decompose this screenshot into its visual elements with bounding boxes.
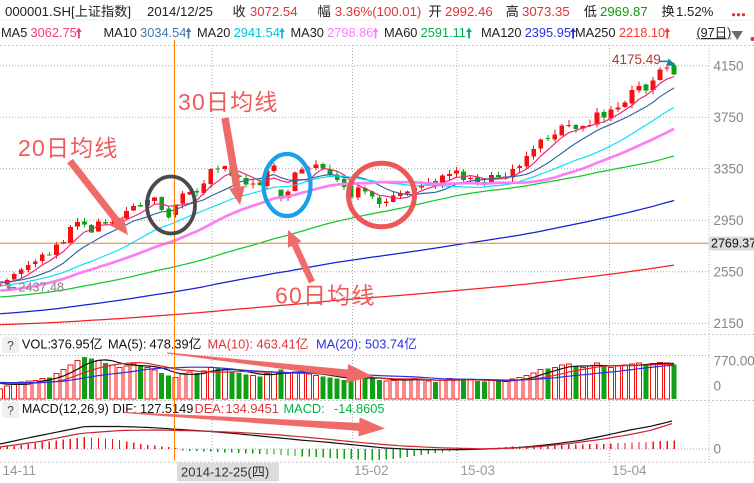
svg-text:MACD(12,26,9): MACD(12,26,9)	[22, 402, 109, 416]
svg-text:MACD:: MACD:	[284, 401, 325, 416]
svg-text:0: 0	[714, 379, 722, 394]
svg-text:MA(10):: MA(10):	[208, 337, 254, 352]
svg-text:MA(20):: MA(20):	[316, 337, 362, 352]
svg-text:30日均线: 30日均线	[178, 89, 279, 115]
svg-text:127.5149: 127.5149	[140, 401, 193, 416]
svg-text:0: 0	[714, 442, 722, 457]
svg-text:2769.37: 2769.37	[711, 237, 754, 251]
svg-text:3350: 3350	[714, 161, 744, 176]
svg-text:20日均线: 20日均线	[18, 135, 119, 161]
svg-text:2550: 2550	[714, 264, 744, 279]
svg-text:高: 高	[506, 3, 519, 19]
svg-text:2014-12-25(四): 2014-12-25(四)	[181, 465, 269, 480]
svg-text:MA5: MA5	[1, 25, 27, 40]
svg-text:低: 低	[584, 4, 597, 19]
svg-text:MA250: MA250	[575, 25, 616, 40]
svg-text:2941.54: 2941.54	[234, 25, 280, 40]
svg-text:2150: 2150	[714, 316, 744, 331]
svg-text:2395.95: 2395.95	[525, 25, 571, 40]
svg-text:VOL:: VOL:	[22, 337, 51, 352]
svg-text:MA60: MA60	[384, 25, 417, 40]
svg-text:MA120: MA120	[481, 25, 522, 40]
svg-text:MA10: MA10	[104, 25, 137, 40]
svg-text:3072.54: 3072.54	[250, 4, 298, 19]
svg-text:3073.35: 3073.35	[522, 4, 570, 19]
svg-text:3.36%(100.01): 3.36%(100.01)	[335, 4, 422, 19]
svg-text:换: 换	[662, 4, 675, 19]
svg-text:2218.10: 2218.10	[619, 25, 665, 40]
svg-text:3034.54: 3034.54	[140, 25, 186, 40]
svg-text:MA30: MA30	[291, 25, 324, 40]
svg-text:幅: 幅	[318, 4, 331, 19]
svg-text:2992.46: 2992.46	[445, 4, 493, 19]
svg-text:3750: 3750	[714, 110, 744, 125]
svg-text:?: ?	[7, 339, 14, 353]
svg-text:MA20: MA20	[197, 25, 230, 40]
svg-text:DEA:: DEA:	[195, 401, 225, 416]
svg-text:4150: 4150	[714, 58, 744, 73]
svg-text:2437.48: 2437.48	[19, 281, 65, 295]
svg-text:15-03: 15-03	[461, 463, 496, 478]
svg-text:2798.86: 2798.86	[327, 25, 373, 40]
svg-text:3062.75: 3062.75	[31, 25, 77, 40]
svg-text:-14.8605: -14.8605	[334, 401, 385, 416]
svg-text:开: 开	[429, 4, 442, 19]
svg-text:15-02: 15-02	[354, 463, 389, 478]
svg-text:MA(5):: MA(5):	[108, 337, 146, 352]
svg-text:收: 收	[233, 4, 246, 19]
svg-text:2950: 2950	[714, 213, 744, 228]
svg-text:?: ?	[7, 404, 14, 418]
svg-text:2591.11: 2591.11	[421, 25, 466, 40]
svg-text:478.39亿: 478.39亿	[150, 337, 202, 352]
svg-text:463.41亿: 463.41亿	[257, 337, 309, 352]
svg-text:2969.87: 2969.87	[600, 4, 648, 19]
svg-text:770.00亿: 770.00亿	[714, 354, 754, 369]
svg-text:(97日): (97日)	[697, 26, 732, 40]
svg-text:000001.SH[上证指数]: 000001.SH[上证指数]	[5, 4, 131, 19]
svg-text:60日均线: 60日均线	[275, 283, 376, 309]
svg-text:503.74亿: 503.74亿	[365, 337, 417, 352]
svg-text:15-04: 15-04	[612, 463, 647, 478]
svg-text:14-11: 14-11	[3, 463, 37, 478]
svg-text:134.9451: 134.9451	[226, 401, 279, 416]
svg-text:376.95亿: 376.95亿	[51, 337, 103, 352]
svg-text:2014/12/25: 2014/12/25	[147, 4, 213, 19]
svg-text:1.52%: 1.52%	[676, 4, 714, 19]
svg-text:4175.49: 4175.49	[612, 52, 661, 67]
